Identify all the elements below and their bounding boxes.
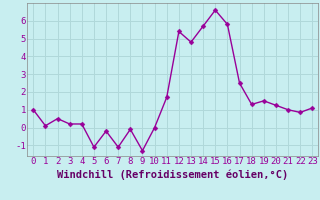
X-axis label: Windchill (Refroidissement éolien,°C): Windchill (Refroidissement éolien,°C) bbox=[57, 169, 288, 180]
